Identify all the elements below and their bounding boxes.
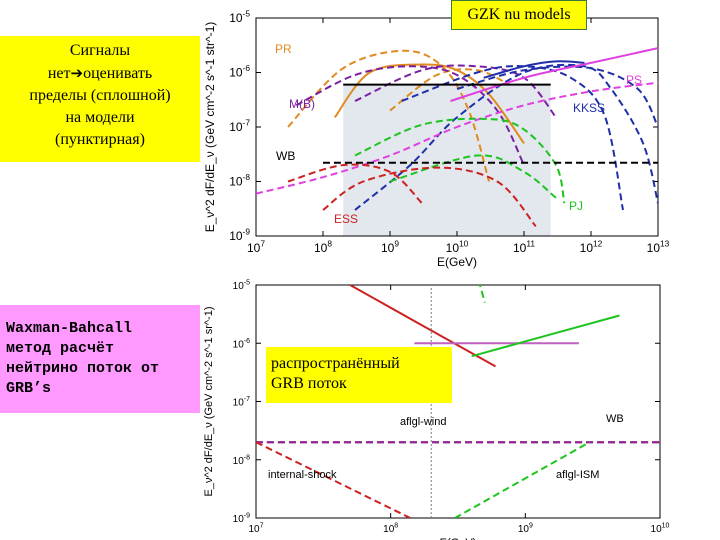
series-kkss [483,60,585,79]
waxman-bahcall-note: Waxman-Bahcall метод расчёт нейтрино пот… [0,305,200,413]
series-kkss [354,63,658,211]
note-line-1: Сигналы [69,42,131,59]
y-tick-label: 10-8 [229,172,250,188]
series-pr [287,49,490,182]
x-tick-label: 107 [248,523,263,536]
y-tick-label: 10-6 [233,338,250,351]
x-tick-label: 107 [247,239,265,255]
x-axis-label: E(GeV) [440,537,477,540]
series-pr [389,68,510,112]
chart-1: 107 108 109 1010 1011 1012 1013 10-5 10-6 10-7 10-… [203,9,670,269]
grb-line-2: GRB поток [271,375,347,392]
y-axis-label: E_ν^2 dF/dE_ν (GeV cm^-2 s^-1 str^-1) [203,22,217,233]
series-label: PS [626,73,642,87]
x-tick-label: 108 [314,239,332,255]
series-ess [287,163,423,204]
note-line-4: на модели [65,109,135,126]
series-m-b- [354,64,557,119]
note-line-5: (пунктирная) [55,131,145,148]
note-line-2: нет➔оценивать [0,62,200,85]
series-label: ESS [334,212,358,226]
series-aflgl-ism [454,441,591,518]
x-tick-label: 108 [383,523,398,536]
wb-line-1: Waxman-Bahcall [6,320,133,337]
series-afterglow [478,285,486,303]
x-tick-label: 1011 [513,239,535,255]
x-tick-label: 1013 [647,239,670,255]
series-afterglow [471,314,620,358]
wb-line-4: GRB’s [6,380,52,397]
x-tick-label: 109 [381,239,399,255]
series-ps [256,81,658,195]
grb-line-1: распространённый [271,355,400,372]
signals-note: Сигналы нет➔оценивать пределы (сплошной)… [0,36,200,162]
x-tick-label: 1010 [651,523,670,536]
series-internal-shock [256,441,411,518]
note-line-2a: нет [47,65,71,82]
x-tick-label: 1010 [446,239,469,255]
series-pj [389,154,557,199]
series-ess [322,166,537,228]
series-label: aflgl-ISM [556,469,599,481]
series-label: WB [276,149,295,163]
series-prompt [349,285,496,368]
y-tick-label: 10-5 [229,9,250,25]
y-tick-label: 10-6 [229,63,250,79]
y-tick-label: 10-9 [233,513,250,526]
note-line-3: пределы (сплошной) [29,87,171,104]
series-label: KKSS [573,101,605,115]
series-label: aflgl-wind [400,416,446,428]
y-tick-label: 10-7 [233,396,250,409]
series-group [256,47,658,228]
y-tick-label: 10-9 [229,227,250,243]
y-tick-label: 10-5 [233,280,250,293]
y-axis-label: E_ν^2 dF/dE_ν (GeV cm^-2 s^-1 sr^-1) [203,307,215,497]
grb-note: распространённый GRB поток [266,347,452,403]
arrow-icon: ➔ [70,64,84,82]
series-kkss [401,65,624,211]
series-group [256,285,660,518]
series-label: M(B) [289,97,315,111]
series-label: internal-shock [268,469,337,481]
y-tick-label: 10-7 [229,118,250,134]
series-pr [333,63,525,144]
wb-line-2: метод расчёт [6,340,115,357]
note-line-2b: оценивать [83,65,153,82]
series-label: PJ [569,199,583,213]
gzk-title: GZK nu models [451,0,587,30]
chart-2: 107 108 109 1010 10-5 10-6 10-7 10-8 10-9 E(GeV) E… [203,280,670,540]
series-label: WB [606,413,624,425]
x-axis-label: E(GeV) [437,255,477,269]
x-tick-label: 109 [518,523,533,536]
x-tick-label: 1012 [580,239,603,255]
wb-line-3: нейтрино поток от [6,360,160,377]
series-pj [354,117,566,204]
series-label: PR [275,42,292,56]
series-ps [450,47,658,102]
y-tick-label: 10-8 [233,454,250,467]
